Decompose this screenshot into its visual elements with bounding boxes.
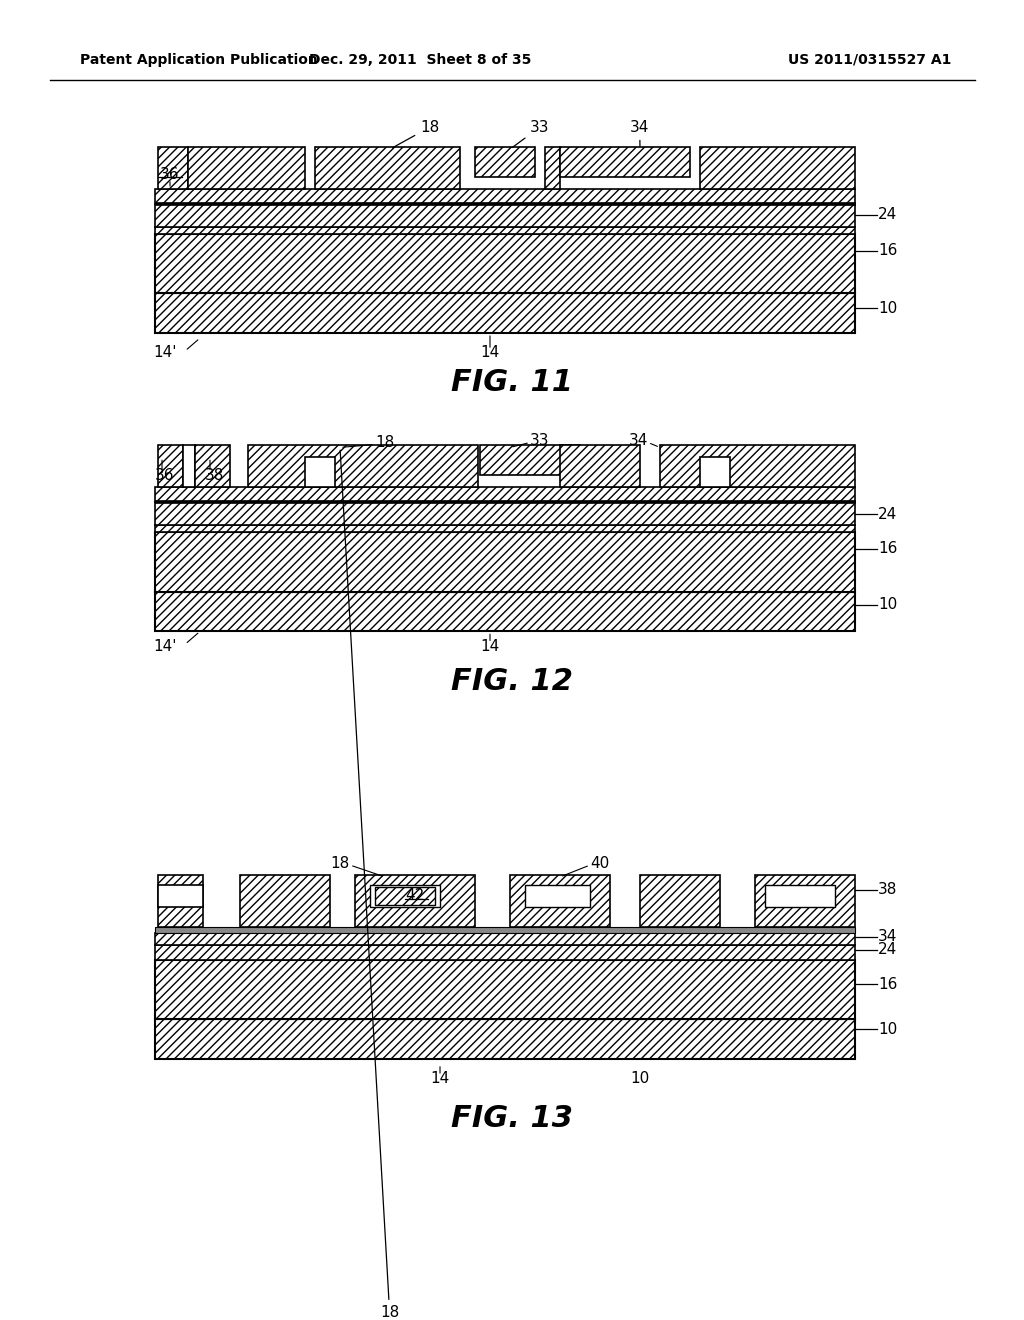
Text: FIG. 11: FIG. 11 xyxy=(451,368,573,397)
Text: 24: 24 xyxy=(878,507,897,521)
Text: FIG. 13: FIG. 13 xyxy=(451,1104,573,1133)
Bar xyxy=(155,1019,855,1059)
Text: 33: 33 xyxy=(512,120,550,148)
Text: 36: 36 xyxy=(156,467,175,483)
Text: 16: 16 xyxy=(878,243,897,259)
Text: 18: 18 xyxy=(331,855,349,871)
Text: 10: 10 xyxy=(878,1022,897,1036)
Bar xyxy=(640,875,720,927)
Bar xyxy=(240,875,330,927)
Text: 18: 18 xyxy=(376,436,394,450)
Text: 10: 10 xyxy=(631,1072,649,1086)
Bar xyxy=(155,945,855,960)
Text: 14: 14 xyxy=(430,1072,450,1086)
Bar xyxy=(475,147,535,177)
Bar xyxy=(545,147,560,189)
Bar xyxy=(700,458,730,487)
Bar xyxy=(155,502,855,525)
Bar xyxy=(188,147,305,189)
Text: 42: 42 xyxy=(406,888,425,903)
Bar xyxy=(560,147,690,177)
Bar xyxy=(155,227,855,234)
Text: 16: 16 xyxy=(878,977,897,991)
Bar xyxy=(510,875,610,927)
Bar xyxy=(525,884,590,907)
Text: FIG. 12: FIG. 12 xyxy=(451,667,573,696)
Text: Dec. 29, 2011  Sheet 8 of 35: Dec. 29, 2011 Sheet 8 of 35 xyxy=(309,53,531,66)
Bar xyxy=(480,445,580,475)
Text: Patent Application Publication: Patent Application Publication xyxy=(80,53,317,66)
Bar xyxy=(155,591,855,631)
Bar xyxy=(370,884,440,907)
Text: 38: 38 xyxy=(206,467,224,483)
Text: 24: 24 xyxy=(878,942,897,957)
Bar xyxy=(158,875,203,927)
Bar xyxy=(375,887,435,904)
Text: 34: 34 xyxy=(629,433,648,447)
Text: 34: 34 xyxy=(878,929,897,944)
Text: 16: 16 xyxy=(878,541,897,556)
Bar xyxy=(155,487,855,502)
Bar xyxy=(155,189,855,203)
Bar xyxy=(155,293,855,333)
Bar xyxy=(155,500,855,503)
Text: 10: 10 xyxy=(878,301,897,315)
Bar xyxy=(158,884,203,907)
Text: 14': 14' xyxy=(154,639,177,653)
Text: 18: 18 xyxy=(340,450,399,1320)
Bar xyxy=(248,445,478,487)
Bar xyxy=(560,445,640,487)
Bar xyxy=(155,960,855,1019)
Bar xyxy=(155,234,855,293)
Bar xyxy=(660,445,855,487)
Bar xyxy=(183,445,195,487)
Text: 33: 33 xyxy=(530,433,550,447)
Bar xyxy=(305,458,335,487)
Text: 14': 14' xyxy=(154,346,177,360)
Text: 40: 40 xyxy=(591,855,609,871)
Text: US 2011/0315527 A1: US 2011/0315527 A1 xyxy=(788,53,951,66)
Bar xyxy=(155,203,855,227)
Text: 34: 34 xyxy=(630,120,649,147)
Text: 38: 38 xyxy=(878,882,897,898)
Bar xyxy=(355,875,475,927)
Bar xyxy=(195,445,230,487)
Text: 10: 10 xyxy=(878,597,897,612)
Bar xyxy=(155,927,855,933)
Bar xyxy=(155,202,855,205)
Bar xyxy=(765,884,835,907)
Text: 36: 36 xyxy=(160,166,180,182)
Bar xyxy=(158,147,188,189)
Bar xyxy=(155,532,855,591)
Text: 18: 18 xyxy=(392,120,439,148)
Bar xyxy=(155,933,855,945)
Bar xyxy=(155,525,855,532)
Bar xyxy=(755,875,855,927)
Text: 14: 14 xyxy=(480,346,500,360)
Bar xyxy=(700,147,855,189)
Bar xyxy=(315,147,460,189)
Text: 24: 24 xyxy=(878,207,897,222)
Bar xyxy=(158,445,183,487)
Text: 14: 14 xyxy=(480,639,500,653)
